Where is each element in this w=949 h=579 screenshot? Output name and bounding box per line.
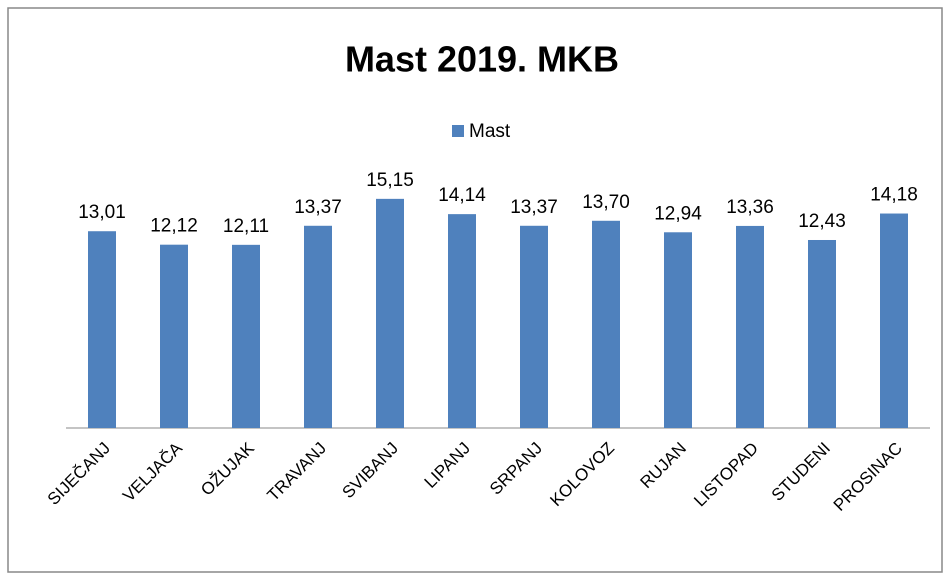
bar xyxy=(736,225,764,428)
data-label: 13,70 xyxy=(582,192,630,213)
data-label: 13,37 xyxy=(294,197,342,218)
data-label: 12,11 xyxy=(223,216,269,237)
bar xyxy=(592,220,620,428)
bar xyxy=(376,198,404,428)
bar xyxy=(304,225,332,428)
bar xyxy=(664,232,692,428)
data-label: 14,18 xyxy=(870,185,918,206)
bar xyxy=(88,231,116,428)
data-label: 15,15 xyxy=(366,170,414,191)
bar xyxy=(880,213,908,428)
data-label: 12,12 xyxy=(150,216,198,237)
legend-swatch xyxy=(452,125,464,137)
bar xyxy=(808,239,836,428)
data-label: 13,01 xyxy=(78,202,126,223)
legend-label: Mast xyxy=(469,121,511,142)
chart-title: Mast 2019. MKB xyxy=(345,39,619,80)
data-label: 13,37 xyxy=(510,197,558,218)
bar xyxy=(520,225,548,428)
data-label: 12,94 xyxy=(654,203,702,224)
bar xyxy=(232,244,260,428)
data-label: 14,14 xyxy=(438,185,486,206)
data-label: 13,36 xyxy=(726,197,774,218)
data-label: 12,43 xyxy=(798,211,846,232)
bar xyxy=(160,244,188,428)
bar xyxy=(448,214,476,428)
